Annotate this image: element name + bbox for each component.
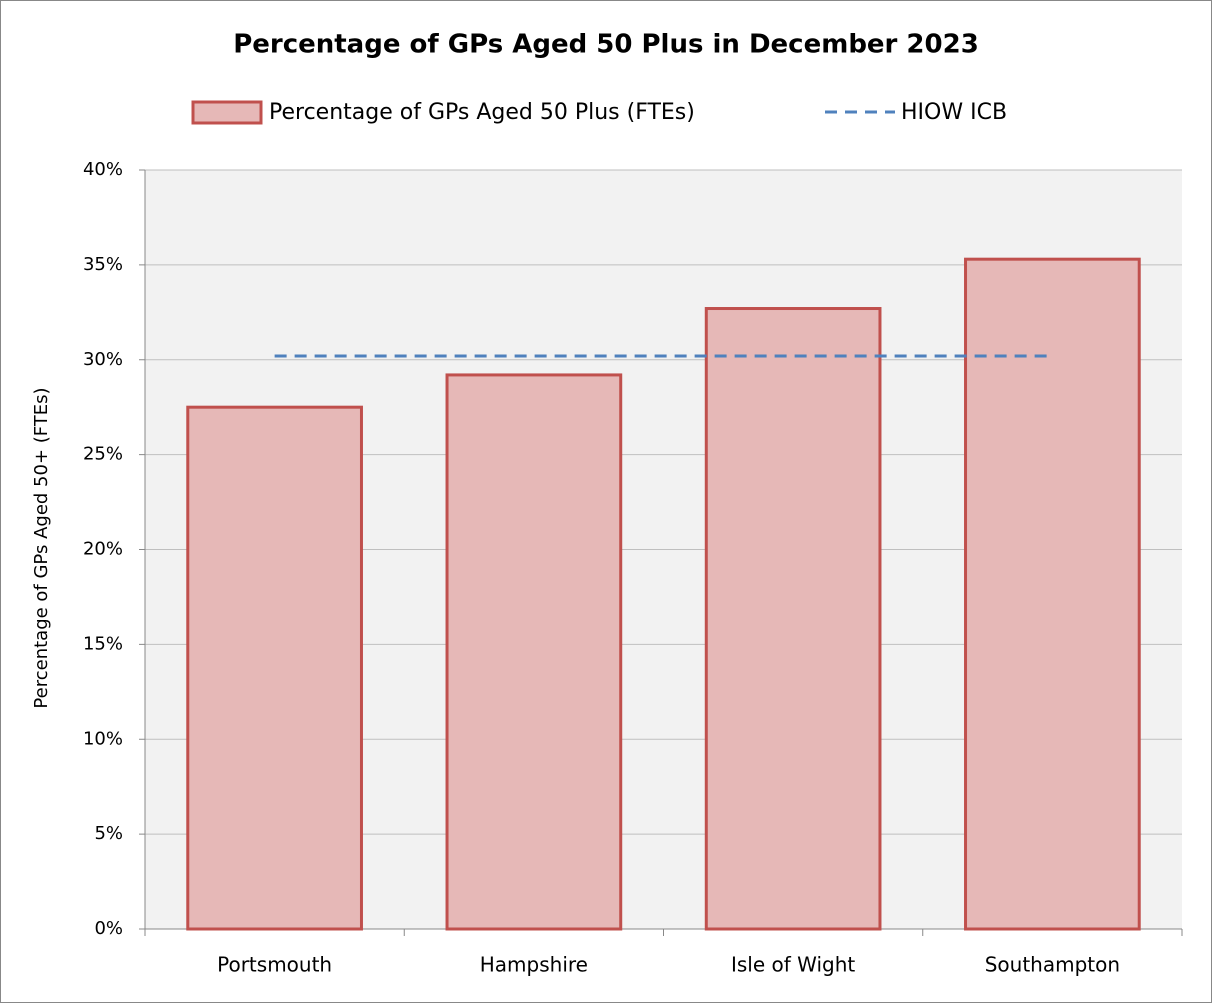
bar: [186, 405, 363, 931]
y-tick-label: 25%: [83, 444, 123, 465]
y-tick-label: 35%: [83, 254, 123, 275]
x-tick-label: Isle of Wight: [731, 953, 855, 977]
x-tick-label: Southampton: [985, 953, 1120, 977]
y-tick-label: 10%: [83, 728, 123, 749]
x-tick-label: Portsmouth: [217, 953, 332, 977]
y-tick-label: 15%: [83, 633, 123, 654]
legend-swatch: [191, 100, 263, 125]
x-tick-label: Hampshire: [480, 953, 588, 977]
bar: [704, 307, 882, 931]
bar: [445, 373, 623, 931]
y-tick-label: 0%: [94, 918, 123, 939]
bar: [964, 257, 1141, 931]
chart-title: Percentage of GPs Aged 50 Plus in Decemb…: [233, 30, 979, 60]
legend-label: HIOW ICB: [901, 100, 1007, 125]
y-axis-label: Percentage of GPs Aged 50+ (FTEs): [31, 387, 52, 708]
y-tick-label: 20%: [83, 539, 123, 560]
y-tick-label: 30%: [83, 349, 123, 370]
y-tick-label: 5%: [94, 823, 123, 844]
y-tick-label: 40%: [83, 159, 123, 180]
legend-label: Percentage of GPs Aged 50 Plus (FTEs): [269, 100, 695, 125]
